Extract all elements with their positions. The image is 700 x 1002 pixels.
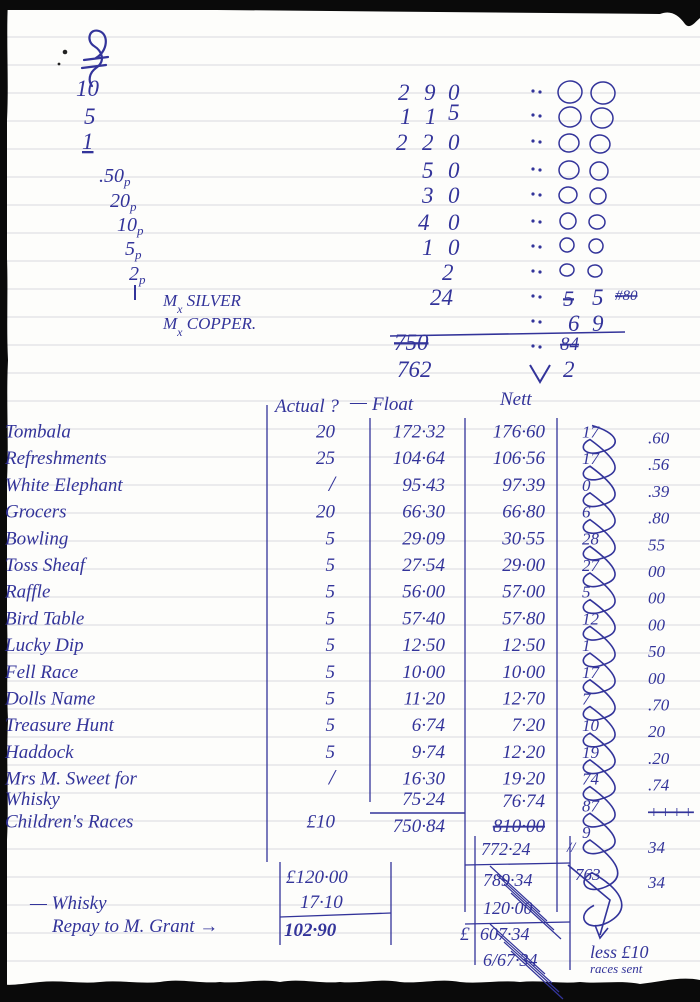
svg-text:less £10: less £10 — [590, 942, 649, 962]
svg-text:772·24: 772·24 — [481, 839, 531, 859]
svg-text://: // — [566, 840, 577, 856]
svg-text:607·34: 607·34 — [480, 924, 530, 944]
svg-text:£: £ — [460, 924, 470, 945]
svg-text:races sent: races sent — [590, 961, 643, 976]
